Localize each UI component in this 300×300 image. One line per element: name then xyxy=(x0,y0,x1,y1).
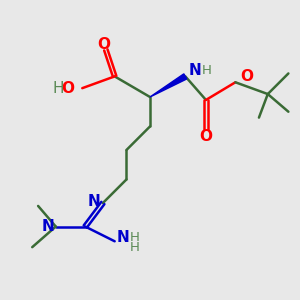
Text: N: N xyxy=(188,63,201,78)
Polygon shape xyxy=(150,74,187,97)
Text: O: O xyxy=(200,129,212,144)
Text: N: N xyxy=(42,219,54,234)
Text: H: H xyxy=(129,241,139,254)
Text: H: H xyxy=(129,231,139,244)
Text: O: O xyxy=(97,37,110,52)
Text: N: N xyxy=(117,230,130,245)
Text: O: O xyxy=(61,81,74,96)
Text: N: N xyxy=(88,194,100,209)
Text: H: H xyxy=(202,64,212,77)
Text: O: O xyxy=(240,70,253,85)
Text: H: H xyxy=(52,81,64,96)
